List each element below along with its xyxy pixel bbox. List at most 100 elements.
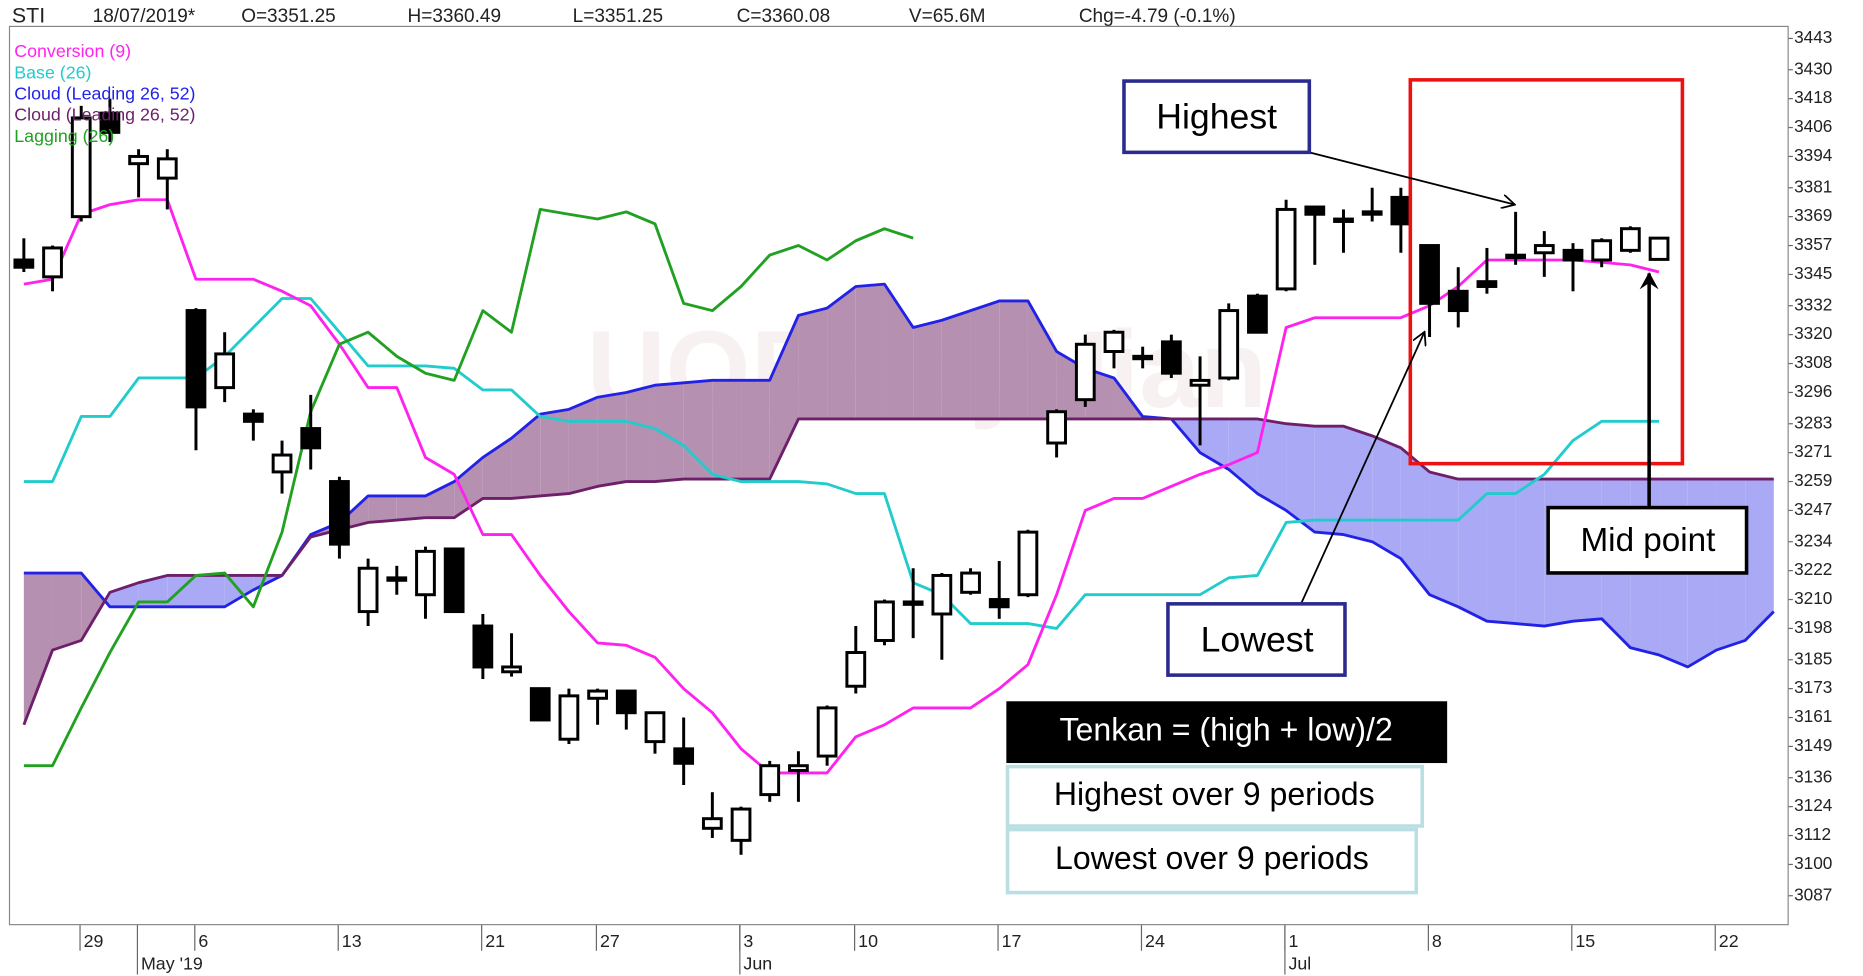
- formula-box: [1006, 701, 1448, 764]
- candle-body: [615, 689, 637, 715]
- candle-body: [185, 309, 207, 409]
- line: [23, 282, 1775, 669]
- cloud-fill: [1486, 479, 1516, 624]
- candle-body: [1017, 530, 1039, 597]
- candle-body: [1074, 342, 1096, 402]
- legend-entry: Cloud (Leading 26, 52): [14, 84, 195, 104]
- y-tick-label: 3234: [1794, 530, 1833, 550]
- x-tick-label: 15: [1575, 931, 1595, 951]
- formula: Highest over 9 periods: [1054, 776, 1375, 812]
- formula-box: [1005, 827, 1419, 895]
- change: Chg=-4.79 (-0.1%): [1079, 6, 1236, 27]
- y-tick-label: 3296: [1794, 381, 1832, 401]
- cloud-fill: [970, 300, 1000, 419]
- cloud-fill: [626, 385, 655, 482]
- x-tick-label: 27: [600, 931, 620, 951]
- y-tick-label: 3185: [1794, 648, 1832, 668]
- y-tick-label: 3136: [1794, 766, 1832, 786]
- y-tick-label: 3210: [1794, 588, 1832, 608]
- candle-body: [1333, 217, 1354, 223]
- candle-body: [1132, 354, 1154, 361]
- candle-body: [99, 111, 121, 134]
- candle-body: [587, 689, 608, 700]
- cloud-fill: [540, 409, 569, 496]
- y-tick-label: 3308: [1794, 352, 1832, 372]
- y-tick-label: 3320: [1794, 323, 1832, 343]
- candle-body: [673, 747, 695, 765]
- candle-body: [1562, 248, 1584, 262]
- legend-entry: Base (26): [14, 62, 91, 82]
- candle-body: [1447, 289, 1469, 313]
- candle-body: [558, 694, 580, 741]
- y-tick-label: 3430: [1794, 58, 1832, 78]
- y-tick-label: 3087: [1794, 884, 1832, 904]
- cloud-fill: [1745, 479, 1774, 641]
- cloud-fill: [1372, 435, 1401, 559]
- x-tick-label: 17: [1002, 931, 1022, 951]
- high: H=3360.49: [408, 6, 502, 27]
- candle-body: [214, 352, 236, 390]
- cloud-fill: [109, 582, 139, 607]
- candle-body: [1505, 253, 1526, 260]
- candle-body: [1218, 309, 1240, 380]
- y-tick-label: 3332: [1794, 294, 1832, 314]
- cloud-fill: [81, 573, 105, 641]
- plot-border: [8, 25, 1789, 926]
- cloud-fill: [195, 575, 225, 607]
- candle-body: [529, 687, 551, 722]
- cloud-fill: [1343, 426, 1373, 542]
- cloud-fill: [368, 495, 397, 523]
- y-tick-label: 3259: [1794, 470, 1832, 490]
- candle-body: [730, 807, 752, 842]
- y-tick-label: 3381: [1794, 176, 1832, 196]
- formula: Lowest over 9 periods: [1055, 840, 1369, 876]
- line: [23, 198, 1660, 775]
- y-tick-label: 3100: [1794, 853, 1832, 873]
- candle-body: [1591, 239, 1613, 262]
- y-tick-label: 3443: [1794, 27, 1832, 47]
- candle-body: [701, 817, 723, 830]
- x-tick-label: 10: [858, 931, 878, 951]
- label-box: [1166, 602, 1347, 677]
- y-tick-label: 3345: [1794, 263, 1832, 283]
- candle-body: [1361, 210, 1383, 216]
- y-tick-label: 3173: [1794, 677, 1832, 697]
- candle-body: [1275, 207, 1297, 291]
- annotation: Mid point: [1580, 522, 1715, 559]
- cloud-fill: [999, 300, 1028, 419]
- y-tick-label: 3369: [1794, 205, 1832, 225]
- annotation: Highest: [1156, 97, 1277, 137]
- cloud-fill: [425, 481, 455, 518]
- candle-body: [1390, 195, 1412, 226]
- candle-body: [845, 651, 867, 688]
- cloud-fill: [52, 573, 82, 651]
- x-tick-label: 1: [1288, 931, 1298, 951]
- cloud-fill: [597, 392, 627, 487]
- candle-body: [300, 427, 322, 450]
- y-tick-label: 3271: [1794, 441, 1832, 461]
- line: [23, 207, 914, 768]
- month-label: Jun: [743, 954, 772, 974]
- x-tick-label: 3: [743, 931, 753, 951]
- cloud-fill: [855, 284, 885, 419]
- legend: Conversion (9)Base (26)Cloud (Leading 26…: [14, 41, 195, 146]
- arrow: [1309, 151, 1515, 204]
- month-label: Jul: [1288, 954, 1311, 974]
- cloud-fill: [138, 575, 168, 607]
- cloud-fill: [913, 320, 942, 419]
- candle-body: [42, 246, 63, 279]
- label-box: [1122, 79, 1312, 155]
- candle-body: [242, 412, 264, 423]
- y-tick-label: 3357: [1794, 234, 1832, 254]
- y-tick-label: 3418: [1794, 87, 1832, 107]
- cloud-fill: [568, 397, 598, 494]
- candle-body: [1533, 244, 1555, 255]
- y-tick-label: 3124: [1794, 795, 1833, 815]
- y-tick-label: 3161: [1794, 706, 1832, 726]
- month-label: May '19: [141, 954, 203, 974]
- cloud-fill: [511, 414, 541, 499]
- candle-body: [13, 258, 35, 269]
- candle-body: [644, 711, 666, 744]
- cloud-fill: [396, 495, 426, 521]
